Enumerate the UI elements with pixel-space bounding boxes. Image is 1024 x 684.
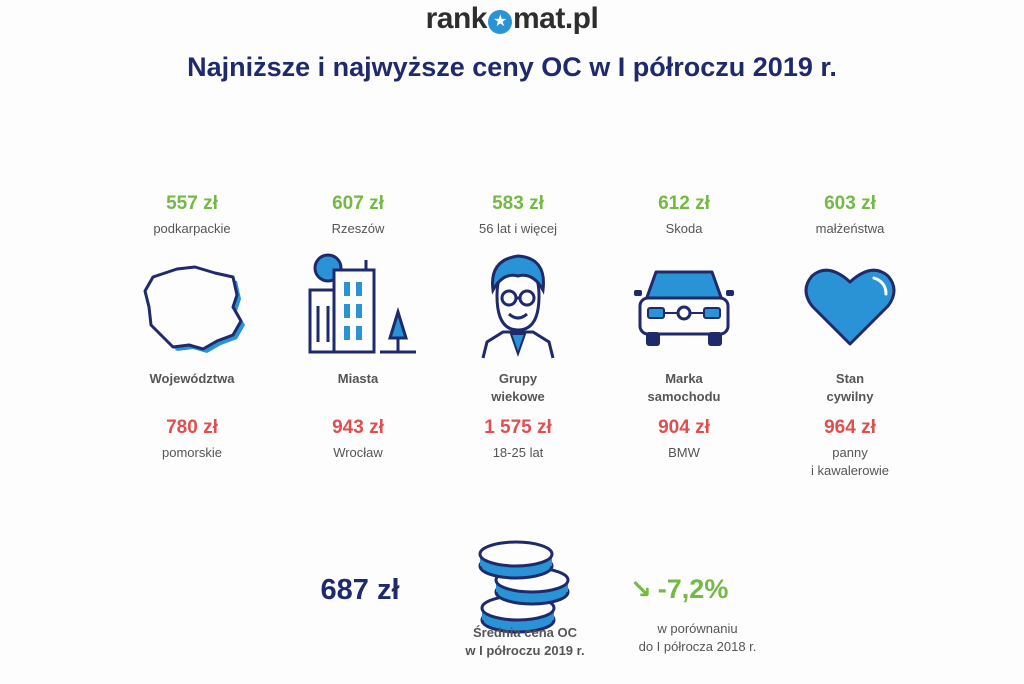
car-front-icon bbox=[599, 250, 769, 360]
price-change-value: -7,2% bbox=[657, 574, 729, 604]
column-age-groups: 583 zł 56 lat i więcej Grupy wiekowe 1 57… bbox=[433, 190, 603, 462]
category-label: Województwa bbox=[149, 371, 235, 386]
lowest-label: podkarpackie bbox=[153, 221, 231, 236]
highest-price: 904 zł bbox=[658, 417, 710, 438]
logo-text-right: mat.pl bbox=[513, 2, 599, 35]
lowest-price: 557 zł bbox=[166, 193, 218, 214]
lowest-price: 603 zł bbox=[824, 193, 876, 214]
man-glasses-icon bbox=[433, 250, 603, 360]
logo-text-left: rank bbox=[425, 2, 488, 35]
poland-map-icon bbox=[107, 250, 277, 360]
highest-price: 964 zł bbox=[824, 417, 876, 438]
highest-price: 943 zł bbox=[332, 417, 384, 438]
highest-label: pomorskie bbox=[162, 445, 222, 460]
arrow-down-right-icon: ↘ bbox=[630, 574, 652, 604]
highest-price: 1 575 zł bbox=[484, 417, 552, 438]
lowest-label: 56 lat i więcej bbox=[478, 221, 558, 236]
column-cities: 607 zł Rzeszów Miasta 943 zł Wrocław bbox=[273, 190, 443, 462]
highest-label: Wrocław bbox=[333, 445, 383, 460]
highest-label: panny i kawalerowie bbox=[810, 445, 890, 478]
column-marital-status: 603 zł małżeństwa Stan cywilny 964 zł pan… bbox=[765, 190, 935, 480]
lowest-label: Skoda bbox=[665, 221, 703, 236]
average-price: 687 zł bbox=[320, 574, 400, 606]
column-voivodeships: 557 zł podkarpackie Województwa 780 zł p… bbox=[107, 190, 277, 462]
category-label: Stan cywilny bbox=[826, 371, 874, 404]
city-buildings-icon bbox=[273, 250, 443, 360]
logo: rank ★ mat.pl bbox=[0, 2, 1024, 36]
price-change: ↘ -7,2% bbox=[630, 574, 770, 605]
coins-icon bbox=[470, 540, 580, 640]
lowest-label: Rzeszów bbox=[331, 221, 385, 236]
lowest-price: 612 zł bbox=[658, 193, 710, 214]
logo-star-icon: ★ bbox=[488, 10, 512, 34]
price-change-label: w porównaniu do I półrocza 2018 r. bbox=[638, 621, 757, 654]
highest-label: 18-25 lat bbox=[492, 445, 544, 460]
highest-label: BMW bbox=[668, 445, 700, 460]
category-label: Grupy wiekowe bbox=[491, 371, 545, 404]
highest-price: 780 zł bbox=[166, 417, 218, 438]
lowest-price: 583 zł bbox=[492, 193, 544, 214]
category-label: Marka samochodu bbox=[647, 371, 721, 404]
lowest-price: 607 zł bbox=[332, 193, 384, 214]
page-title: Najniższe i najwyższe ceny OC w I półroc… bbox=[187, 52, 837, 82]
average-label: Średnia cena OC w I półroczu 2019 r. bbox=[465, 625, 585, 658]
category-label: Miasta bbox=[337, 371, 379, 386]
column-car-brand: 612 zł Skoda Marka samochodu 904 zł BMW bbox=[599, 190, 769, 462]
heart-icon bbox=[765, 250, 935, 360]
lowest-label: małżeństwa bbox=[815, 221, 885, 236]
